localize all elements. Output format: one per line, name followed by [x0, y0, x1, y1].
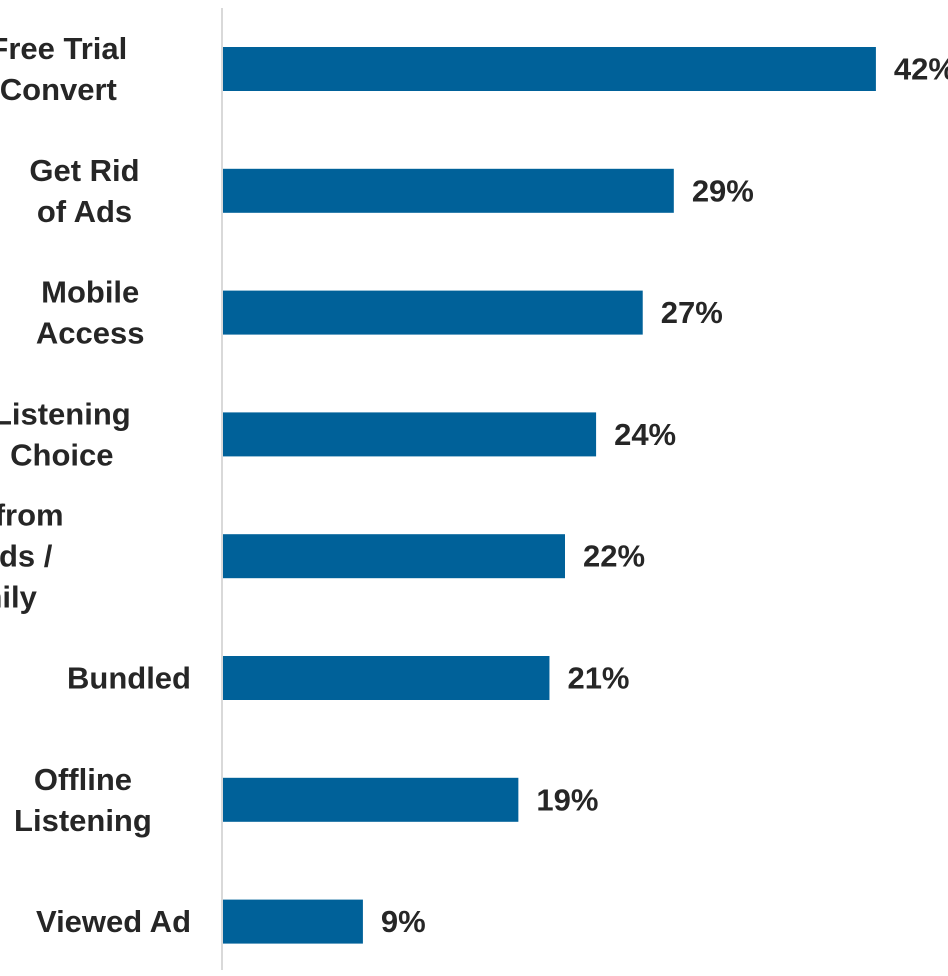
category-label-line: Viewed Ad [36, 904, 191, 939]
category-label-1: Get Rid of Ads [29, 153, 139, 229]
category-label-line: Offline [34, 762, 132, 797]
category-label-7: Viewed Ad [36, 904, 191, 939]
bar-2 [223, 290, 643, 335]
category-label-line: of Ads [37, 194, 132, 229]
data-label-5: 21% [567, 661, 629, 696]
bar-0 [223, 47, 876, 91]
category-label-line: Friends / [0, 539, 53, 574]
bar-6 [223, 777, 519, 822]
category-label-0: Free Trial Convert [0, 31, 127, 107]
bar-3 [223, 412, 597, 457]
category-label-line: Access [36, 316, 145, 351]
bar-5 [223, 656, 550, 700]
category-label-line: Bundled [67, 661, 191, 696]
category-label-line: Mobile [41, 275, 139, 310]
category-label-line: Free Trial [0, 31, 127, 66]
bars-group [223, 47, 876, 944]
category-label-line: Convert [0, 72, 117, 107]
category-label-3: Listening Choice [0, 396, 131, 472]
data-label-2: 27% [661, 295, 723, 330]
data-label-0: 42% [894, 52, 948, 87]
category-label-4: Recs from Friends / Family [0, 498, 64, 615]
data-label-3: 24% [614, 417, 676, 452]
category-labels-group: Free Trial Convert Get Rid of Ads Mobile Acce… [0, 31, 191, 939]
category-label-2: Mobile Access [36, 275, 145, 351]
category-label-line: Recs from [0, 498, 64, 533]
category-label-line: Family [0, 580, 38, 615]
data-label-7: 9% [381, 904, 426, 939]
category-label-line: Listening [14, 803, 152, 838]
category-label-line: Choice [10, 437, 113, 472]
category-label-line: Listening [0, 396, 131, 431]
bar-4 [223, 534, 565, 579]
category-label-6: Offline Listening [14, 762, 152, 838]
category-label-5: Bundled [67, 661, 191, 696]
data-label-4: 22% [583, 539, 645, 574]
data-label-6: 19% [536, 782, 598, 817]
category-label-line: Get Rid [29, 153, 139, 188]
bar-1 [223, 168, 674, 213]
data-label-1: 29% [692, 173, 754, 208]
bar-7 [223, 899, 363, 944]
data-labels-group: 42% 29% 27% 24% 22% 21% 19% 9% [381, 52, 948, 940]
